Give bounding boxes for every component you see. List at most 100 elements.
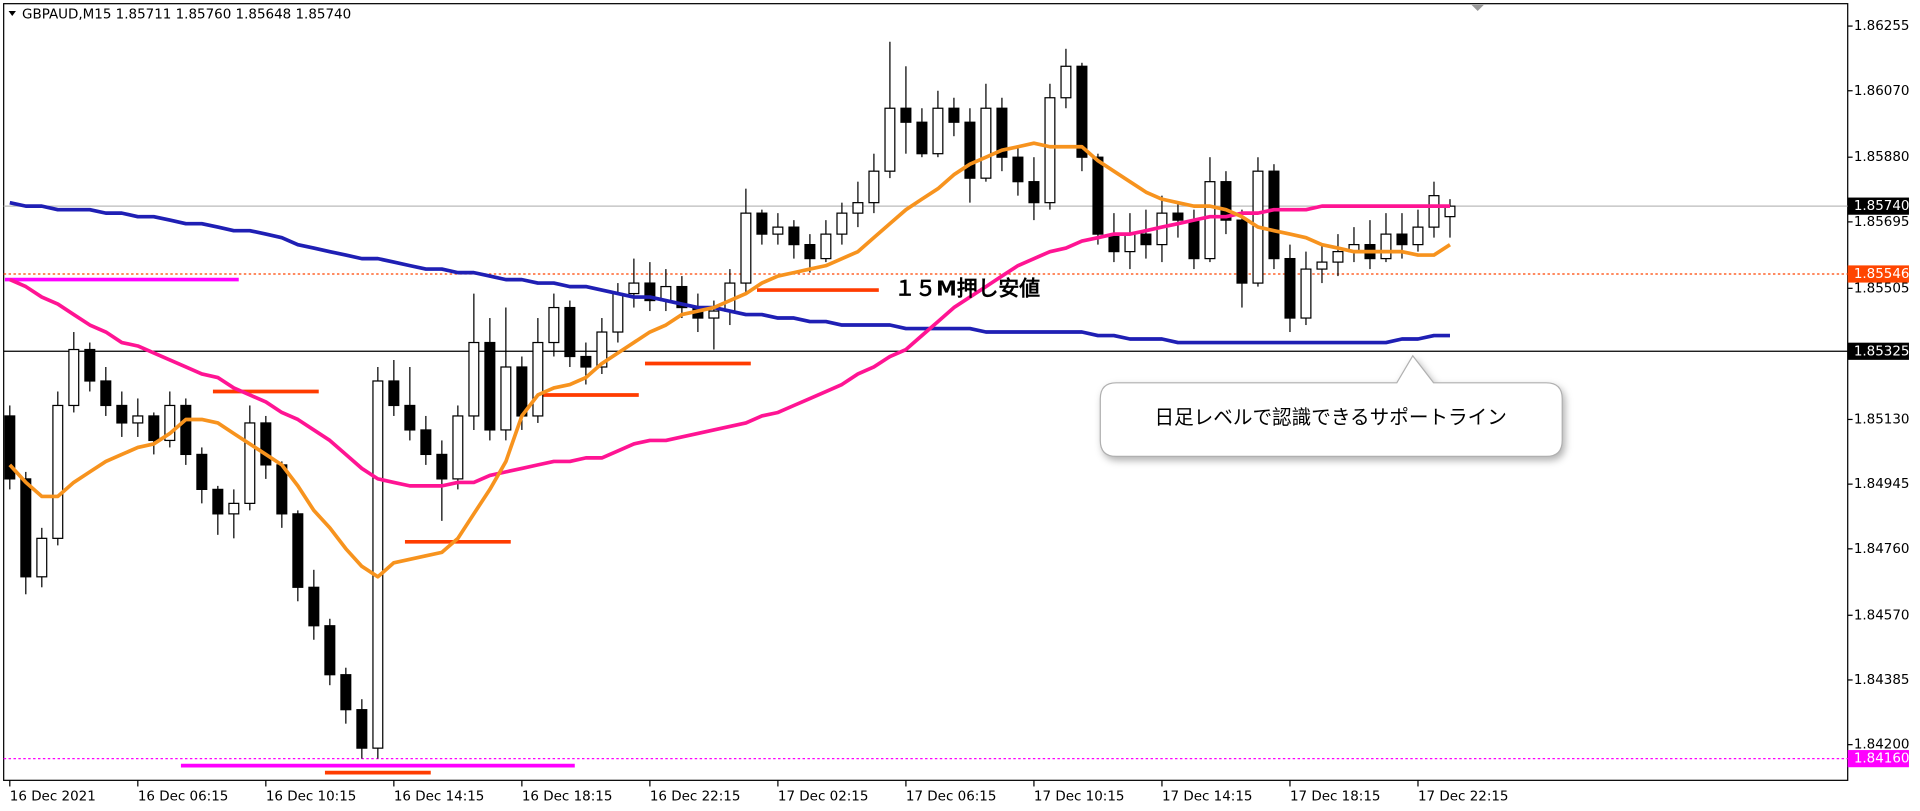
candle-body bbox=[804, 243, 816, 260]
y-tick-label: 1.85130 bbox=[1854, 411, 1910, 427]
candle-body bbox=[420, 429, 432, 456]
candle-body bbox=[372, 380, 384, 749]
candle-body bbox=[132, 415, 144, 424]
candle-body bbox=[1076, 65, 1088, 158]
candle-body bbox=[468, 341, 480, 417]
collapse-arrow[interactable] bbox=[8, 11, 16, 16]
candle-body bbox=[612, 292, 624, 333]
moving-average bbox=[8, 141, 1451, 579]
candle-body bbox=[788, 226, 800, 246]
candle-body bbox=[324, 625, 336, 676]
candle-body bbox=[884, 107, 896, 172]
candle-body bbox=[1124, 233, 1136, 253]
candle-body bbox=[388, 380, 400, 407]
candle-body bbox=[1140, 233, 1152, 246]
candle-body bbox=[548, 306, 560, 344]
candle-body bbox=[52, 404, 64, 539]
x-tick-label: 17 Dec 14:15 bbox=[1162, 788, 1253, 804]
candle-body bbox=[1412, 226, 1424, 246]
candle-body bbox=[724, 282, 736, 312]
price-box bbox=[1847, 750, 1909, 768]
candle-body bbox=[1396, 233, 1408, 246]
candle-body bbox=[532, 341, 544, 417]
candle-body bbox=[1380, 233, 1392, 260]
candle-body bbox=[1012, 156, 1024, 183]
candle-body bbox=[164, 404, 176, 442]
plot-layer: 1.86255 1.86070 1.85880 1.85695 1.85505 1.851… bbox=[3, 18, 1910, 804]
y-tick-label: 1.86070 bbox=[1854, 83, 1910, 99]
y-tick-label: 1.84945 bbox=[1854, 476, 1910, 492]
y-tick-label: 1.84570 bbox=[1854, 607, 1910, 623]
y-tick-label: 1.84760 bbox=[1854, 541, 1910, 557]
candle-body bbox=[36, 537, 48, 578]
price-box-label: 1.84160 bbox=[1854, 751, 1910, 767]
candle-body bbox=[916, 121, 928, 155]
x-tick-label: 17 Dec 22:15 bbox=[1418, 788, 1509, 804]
candle-body bbox=[292, 513, 304, 588]
candle-body bbox=[996, 107, 1008, 158]
candle-body bbox=[756, 212, 768, 235]
candle-body bbox=[452, 415, 464, 480]
candle-body bbox=[1300, 268, 1312, 319]
candle-body bbox=[484, 341, 496, 431]
candle-body bbox=[4, 415, 16, 480]
moving-average bbox=[9, 204, 1450, 488]
candle-body bbox=[676, 285, 688, 309]
candle-body bbox=[596, 331, 608, 368]
x-tick-label: 16 Dec 18:15 bbox=[522, 788, 613, 804]
candle-body bbox=[1236, 219, 1248, 284]
candle-body bbox=[1220, 181, 1232, 221]
candle-body bbox=[500, 366, 512, 431]
candle-body bbox=[1332, 250, 1344, 263]
price-box-label: 1.85325 bbox=[1854, 343, 1910, 359]
candle-body bbox=[244, 422, 256, 504]
candle-body bbox=[180, 404, 192, 456]
candle-body bbox=[228, 502, 240, 515]
price-box-label: 1.85740 bbox=[1854, 198, 1910, 214]
y-tick-label: 1.85695 bbox=[1854, 214, 1910, 230]
candle-body bbox=[100, 380, 112, 407]
candle-body bbox=[1172, 212, 1184, 221]
candle-body bbox=[1284, 257, 1296, 319]
candle-body bbox=[948, 107, 960, 123]
x-tick-label: 16 Dec 06:15 bbox=[138, 788, 229, 804]
candle-body bbox=[852, 202, 864, 214]
candle-body bbox=[868, 170, 880, 204]
x-tick-label: 17 Dec 10:15 bbox=[1034, 788, 1125, 804]
y-tick-label: 1.85880 bbox=[1854, 149, 1910, 165]
candle-body bbox=[68, 348, 80, 407]
candle-body bbox=[1060, 65, 1072, 99]
candle-body bbox=[836, 212, 848, 235]
candle-body bbox=[148, 415, 160, 442]
candle-body bbox=[980, 107, 992, 179]
candle-body bbox=[900, 107, 912, 123]
x-tick-label: 16 Dec 10:15 bbox=[266, 788, 357, 804]
x-tick-label: 17 Dec 06:15 bbox=[906, 788, 997, 804]
price-box bbox=[1847, 197, 1909, 215]
candle-body bbox=[644, 282, 656, 302]
annotation-label: １５M押し安値 bbox=[894, 277, 1040, 301]
candle-body bbox=[628, 282, 640, 295]
candle-body bbox=[708, 310, 720, 319]
y-tick-label: 1.85505 bbox=[1854, 280, 1910, 296]
candle-body bbox=[932, 107, 944, 155]
y-tick-label: 1.84385 bbox=[1854, 672, 1910, 688]
x-tick-label: 17 Dec 02:15 bbox=[778, 788, 869, 804]
candle-body bbox=[964, 121, 976, 179]
candle-body bbox=[260, 422, 272, 466]
y-tick-label: 1.86255 bbox=[1854, 18, 1910, 34]
candle-body bbox=[772, 226, 784, 235]
x-tick-label: 16 Dec 14:15 bbox=[394, 788, 485, 804]
candle-body bbox=[1428, 195, 1440, 228]
moving-average bbox=[9, 200, 1450, 345]
candle-body bbox=[820, 233, 832, 260]
candle-body bbox=[340, 674, 352, 711]
x-tick-label: 16 Dec 22:15 bbox=[650, 788, 741, 804]
candle-body bbox=[308, 586, 320, 627]
callout-box bbox=[1099, 354, 1563, 458]
candle-body bbox=[1316, 261, 1328, 270]
price-box bbox=[1847, 342, 1909, 360]
candle-body bbox=[84, 348, 96, 382]
callout-text: 日足レベルで認識できるサポートライン bbox=[1154, 406, 1506, 429]
